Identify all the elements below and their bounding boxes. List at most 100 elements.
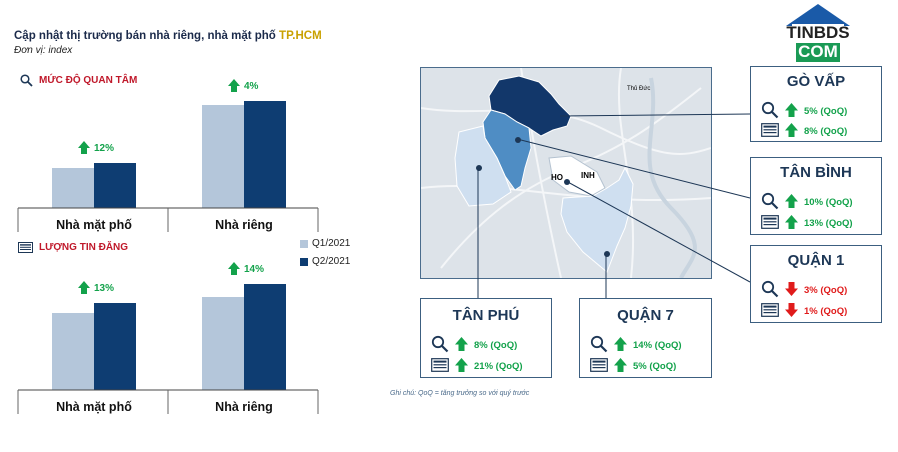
- listing-section-header: LƯỢNG TIN ĐĂNG: [18, 242, 128, 253]
- card-tan-phu: TÂN PHÚ 8% (QoQ) 21% (QoQ): [420, 298, 552, 378]
- listing-value: 13% (QoQ): [804, 218, 853, 229]
- interest-value: 5% (QoQ): [804, 106, 848, 117]
- growth-label: 12%: [94, 143, 114, 154]
- logo: TINBDS COM: [782, 2, 854, 64]
- search-icon: [761, 280, 779, 301]
- interest-chart: 12% Nhà mặt phố 4% Nhà riêng: [17, 79, 319, 232]
- map-label-ho: HO: [551, 173, 563, 182]
- legend-swatch-q2: [300, 257, 308, 266]
- district-map: HO INH Thủ Đức: [420, 67, 712, 279]
- interest-value: 8% (QoQ): [474, 340, 518, 351]
- newspaper-icon: [761, 123, 779, 140]
- listing-section-title: LƯỢNG TIN ĐĂNG: [39, 242, 129, 253]
- trend-arrow-icon: [785, 103, 798, 120]
- search-icon: [431, 335, 449, 356]
- district-tan-phu: [454, 125, 512, 207]
- growth-arrow-icon: [78, 141, 90, 154]
- marker-tan-phu: [476, 165, 482, 171]
- trend-arrow-icon: [785, 194, 798, 211]
- interest-row: 10% (QoQ): [761, 192, 853, 213]
- page-title: Cập nhật thị trường bán nhà riêng, nhà m…: [14, 30, 322, 42]
- trend-arrow-icon: [614, 358, 627, 375]
- bar-q1: [52, 313, 94, 390]
- listing-row: 8% (QoQ): [761, 123, 847, 140]
- logo-text-bottom: COM: [798, 42, 838, 61]
- interest-section-header: MỨC ĐỘ QUAN TÂM: [20, 74, 137, 87]
- bar-q2: [244, 284, 286, 390]
- card-go-vap: GÒ VẤP 5% (QoQ) 8% (QoQ): [750, 66, 882, 142]
- listing-value: 8% (QoQ): [804, 126, 848, 137]
- legend-item-q1: Q1/2021: [300, 238, 350, 249]
- footnote: Ghi chú: QoQ = tăng trưởng so với quý tr…: [390, 390, 530, 397]
- title-highlight: TP.HCM: [279, 30, 322, 42]
- search-icon: [590, 335, 608, 356]
- interest-row: 5% (QoQ): [761, 101, 847, 122]
- trend-arrow-icon: [785, 215, 798, 232]
- logo-text-top: TINBDS: [786, 23, 850, 42]
- listing-row: 13% (QoQ): [761, 215, 853, 232]
- listing-row: 5% (QoQ): [590, 358, 676, 375]
- trend-arrow-icon: [785, 282, 798, 299]
- map-svg: HO INH Thủ Đức: [421, 68, 711, 278]
- bar-q1: [202, 297, 244, 390]
- trend-arrow-icon: [785, 303, 798, 320]
- legend-label-q1: Q1/2021: [312, 238, 351, 249]
- house-logo-icon: [786, 4, 850, 62]
- search-icon: [20, 74, 33, 87]
- category-label: Nhà riêng: [215, 218, 273, 232]
- category-label: Nhà mặt phố: [56, 218, 132, 232]
- listing-value: 1% (QoQ): [804, 306, 848, 317]
- trend-arrow-icon: [614, 337, 627, 354]
- card-tan-binh: TÂN BÌNH 10% (QoQ) 13% (QoQ): [750, 157, 882, 235]
- card-title: QUẬN 1: [787, 252, 845, 269]
- card-title: QUẬN 7: [617, 307, 674, 324]
- unit-label: Đơn vị: index: [14, 45, 73, 56]
- search-icon: [761, 192, 779, 213]
- growth-arrow-icon: [228, 262, 240, 275]
- map-label-thu-duc: Thủ Đức: [627, 85, 650, 92]
- interest-row: 14% (QoQ): [590, 335, 682, 356]
- newspaper-icon: [431, 358, 449, 375]
- card-quan-1: QUẬN 1 3% (QoQ) 1% (QoQ): [750, 245, 882, 323]
- card-title: TÂN BÌNH: [780, 164, 852, 181]
- marker-quan-1: [564, 179, 570, 185]
- newspaper-icon: [590, 358, 608, 375]
- bar-q2: [94, 163, 136, 208]
- trend-arrow-icon: [455, 358, 468, 375]
- listing-chart: 13% Nhà mặt phố 14% Nhà riêng: [17, 262, 319, 414]
- growth-arrow-icon: [228, 79, 240, 92]
- marker-tan-binh: [515, 137, 521, 143]
- legend-swatch-q1: [300, 239, 308, 248]
- title-main: Cập nhật thị trường bán nhà riêng, nhà m…: [14, 30, 276, 42]
- bar-q1: [52, 168, 94, 208]
- search-icon: [761, 101, 779, 122]
- newspaper-icon: [761, 303, 779, 320]
- interest-value: 14% (QoQ): [633, 340, 682, 351]
- legend-item-q2: Q2/2021: [300, 256, 350, 267]
- interest-row: 3% (QoQ): [761, 280, 847, 301]
- listing-value: 21% (QoQ): [474, 361, 523, 372]
- listing-row: 21% (QoQ): [431, 358, 523, 375]
- newspaper-icon: [18, 242, 33, 253]
- interest-value: 10% (QoQ): [804, 197, 853, 208]
- trend-arrow-icon: [455, 337, 468, 354]
- interest-value: 3% (QoQ): [804, 285, 848, 296]
- category-label: Nhà mặt phố: [56, 400, 132, 414]
- map-label-inh: INH: [581, 171, 595, 180]
- card-quan-7: QUẬN 7 14% (QoQ) 5% (QoQ): [579, 298, 712, 378]
- growth-label: 13%: [94, 283, 114, 294]
- card-title: GÒ VẤP: [786, 73, 846, 90]
- listing-row: 1% (QoQ): [761, 303, 847, 320]
- newspaper-icon: [761, 215, 779, 232]
- bar-q2: [244, 101, 286, 208]
- trend-arrow-icon: [785, 123, 798, 140]
- growth-arrow-icon: [78, 281, 90, 294]
- bar-q1: [202, 105, 244, 208]
- growth-label: 4%: [244, 81, 259, 92]
- growth-label: 14%: [244, 264, 264, 275]
- interest-row: 8% (QoQ): [431, 335, 517, 356]
- legend-label-q2: Q2/2021: [312, 256, 351, 267]
- card-title: TÂN PHÚ: [452, 307, 520, 324]
- bar-q2: [94, 303, 136, 390]
- listing-value: 5% (QoQ): [633, 361, 677, 372]
